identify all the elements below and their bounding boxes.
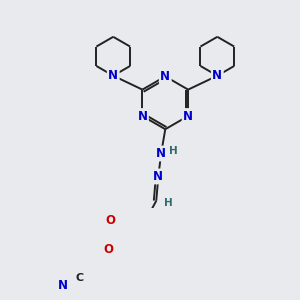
Text: N: N <box>183 110 193 122</box>
Text: N: N <box>153 170 163 183</box>
Text: N: N <box>108 69 118 82</box>
Text: N: N <box>212 69 222 82</box>
Text: O: O <box>105 214 115 227</box>
Text: N: N <box>58 279 68 292</box>
Text: H: H <box>169 146 178 156</box>
Text: H: H <box>164 198 172 208</box>
Text: O: O <box>103 243 114 256</box>
Text: N: N <box>156 147 166 160</box>
Text: C: C <box>75 273 83 283</box>
Text: N: N <box>160 70 170 83</box>
Text: N: N <box>137 110 147 122</box>
